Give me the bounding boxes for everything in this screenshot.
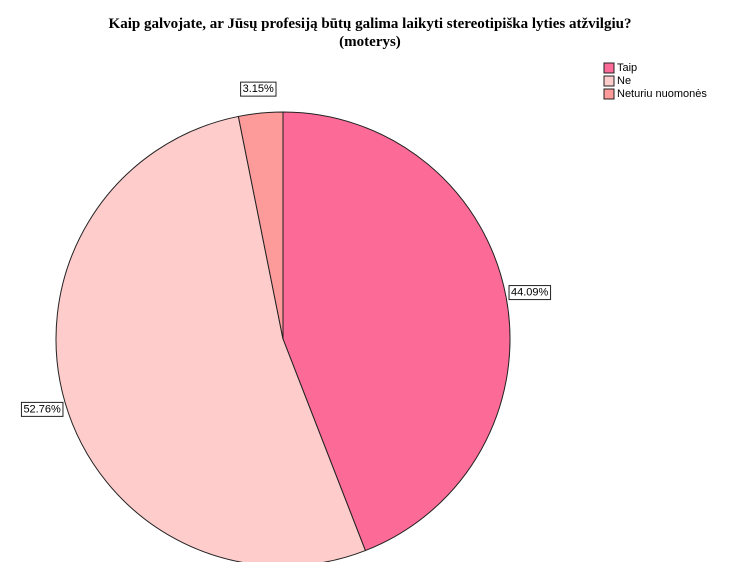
pie-slice — [55, 115, 367, 562]
data-label: 44.09% — [511, 287, 549, 299]
legend-label: Neturiu nuomonės — [617, 88, 707, 100]
data-label-box — [240, 81, 277, 97]
legend-swatch — [603, 88, 615, 100]
data-label: 52.76% — [23, 403, 61, 415]
data-label-box — [20, 401, 64, 417]
legend-swatch — [603, 62, 615, 74]
legend-swatch — [603, 75, 615, 87]
legend-label: Taip — [617, 62, 637, 74]
data-label: 3.15% — [243, 83, 274, 95]
chart-title: Kaip galvojate, ar Jūsų profesiją būtų g… — [109, 16, 632, 32]
legend-label: Ne — [617, 75, 631, 87]
pie-slice — [237, 111, 284, 340]
pie-slice — [282, 111, 511, 552]
chart-title: (moterys) — [339, 34, 401, 50]
data-label-box — [508, 285, 552, 301]
